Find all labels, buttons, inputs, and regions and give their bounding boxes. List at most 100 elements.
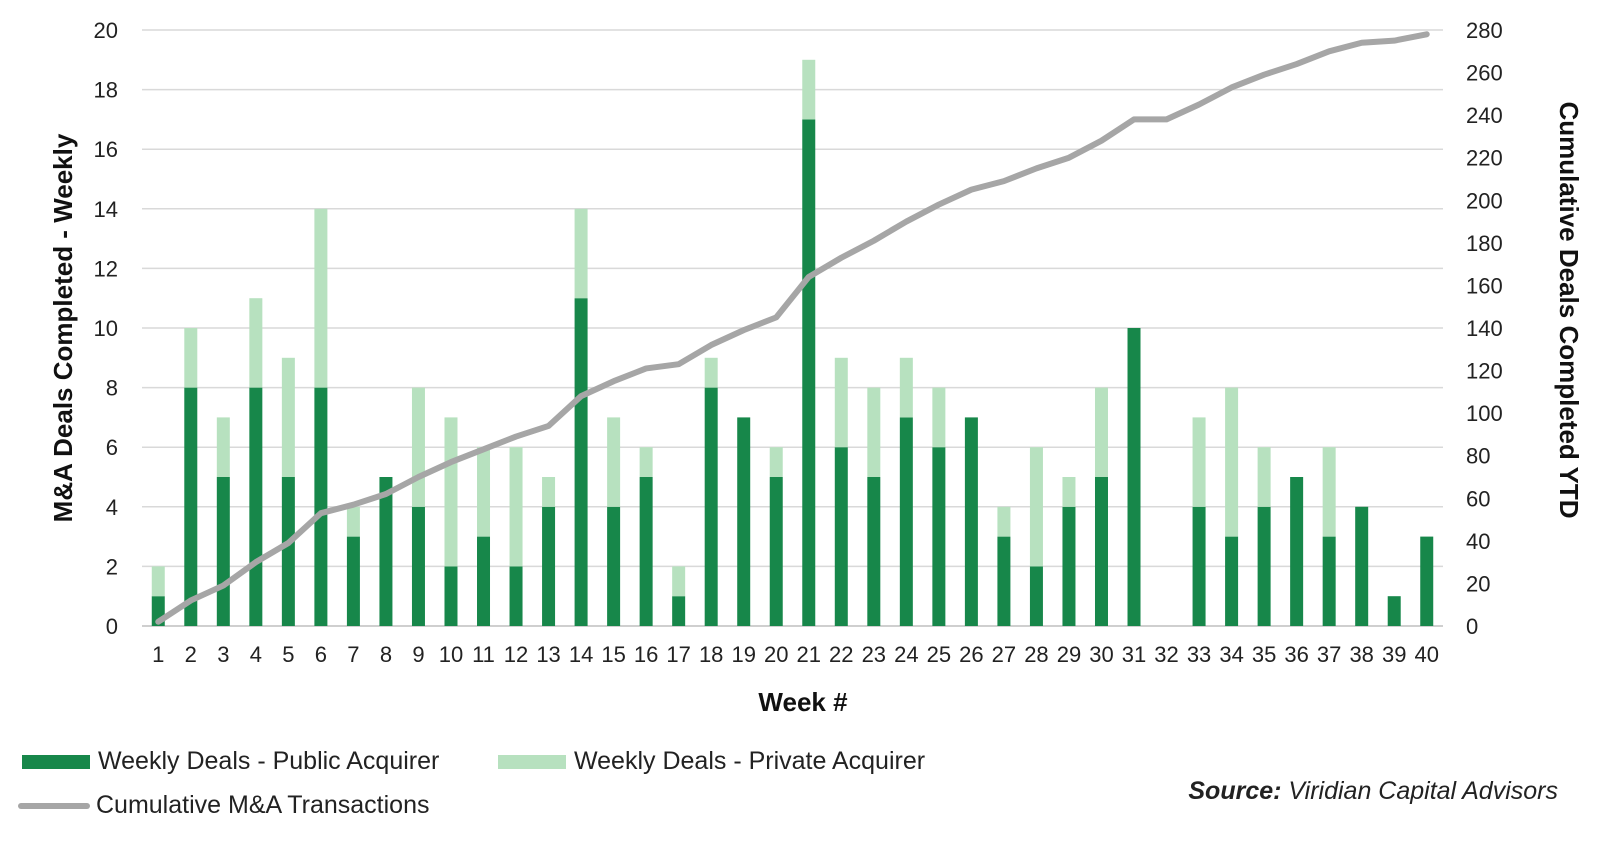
legend-swatch-private bbox=[498, 754, 566, 769]
y-tick-label: 2 bbox=[106, 554, 118, 579]
bar-private bbox=[1192, 417, 1206, 507]
x-tick-label: 18 bbox=[699, 642, 723, 667]
x-tick-label: 4 bbox=[250, 642, 262, 667]
bars-group bbox=[151, 59, 1434, 627]
y-tick-label: 18 bbox=[94, 78, 118, 103]
bar-private bbox=[1029, 447, 1043, 567]
bar-private bbox=[509, 447, 523, 567]
cumulative-line bbox=[155, 31, 1430, 625]
bar-public bbox=[737, 417, 751, 626]
y2-tick-label: 120 bbox=[1466, 359, 1503, 384]
x-tick-label: 22 bbox=[829, 642, 853, 667]
x-tick-label: 10 bbox=[439, 642, 463, 667]
x-tick-label: 23 bbox=[862, 642, 886, 667]
bar-private bbox=[1257, 447, 1271, 507]
bar-private bbox=[184, 328, 198, 388]
left-axis-ticks: 0 2 4 6 8 10 12 14 16 18 20 bbox=[94, 18, 118, 639]
legend-swatch-public bbox=[22, 754, 90, 769]
source-label: Source: bbox=[1188, 777, 1282, 805]
x-tick-label: 25 bbox=[927, 642, 951, 667]
x-tick-label: 32 bbox=[1154, 642, 1178, 667]
y2-tick-label: 80 bbox=[1466, 444, 1490, 469]
x-tick-label: 19 bbox=[731, 642, 755, 667]
bar-public bbox=[346, 536, 360, 626]
bar-private bbox=[346, 506, 360, 537]
bar-private bbox=[542, 477, 556, 507]
bar-public bbox=[1355, 506, 1369, 626]
x-tick-label: 37 bbox=[1317, 642, 1341, 667]
bar-private bbox=[1094, 387, 1108, 477]
x-tick-label: 8 bbox=[380, 642, 392, 667]
x-axis-ticks: 1 2 3 4 5 6 7 8 9 10 11 12 13 14 15 16 17 18 19 20 21 22 23 24 2… bbox=[152, 642, 1439, 667]
bar-public bbox=[1322, 536, 1336, 626]
y-tick-label: 4 bbox=[106, 495, 118, 520]
bar-public bbox=[281, 477, 295, 626]
bar-private bbox=[444, 417, 458, 567]
bar-private bbox=[151, 566, 165, 597]
bar-public bbox=[1290, 477, 1304, 626]
x-tick-label: 27 bbox=[992, 642, 1016, 667]
bar-private bbox=[802, 59, 816, 120]
bar-public bbox=[769, 477, 783, 626]
x-tick-label: 16 bbox=[634, 642, 658, 667]
source-text: Viridian Capital Advisors bbox=[1288, 777, 1558, 805]
legend-item-public: Weekly Deals - Public Acquirer bbox=[22, 747, 439, 776]
bar-private bbox=[314, 208, 328, 388]
x-tick-label: 28 bbox=[1024, 642, 1048, 667]
legend-item-cumulative: Cumulative M&A Transactions bbox=[18, 791, 429, 820]
y-tick-label: 14 bbox=[94, 197, 118, 222]
y-tick-label: 6 bbox=[106, 435, 118, 460]
y-tick-label: 0 bbox=[106, 614, 118, 639]
bar-private bbox=[769, 447, 783, 477]
y2-tick-label: 260 bbox=[1466, 61, 1503, 86]
y-tick-label: 20 bbox=[94, 18, 118, 43]
bar-public bbox=[509, 566, 523, 626]
bar-public bbox=[1062, 506, 1076, 626]
bar-private bbox=[1225, 387, 1239, 537]
x-tick-label: 15 bbox=[601, 642, 625, 667]
x-tick-label: 40 bbox=[1414, 642, 1438, 667]
x-axis-title: Week # bbox=[758, 687, 848, 717]
x-tick-label: 24 bbox=[894, 642, 918, 667]
right-axis-ticks: 0 20 40 60 80 100 120 140 160 180 200 220 240 260 280 bbox=[1466, 18, 1503, 639]
bar-private bbox=[672, 566, 686, 597]
bar-public bbox=[802, 119, 816, 627]
legend-item-private: Weekly Deals - Private Acquirer bbox=[498, 747, 925, 776]
bar-public bbox=[997, 536, 1011, 626]
x-tick-label: 29 bbox=[1057, 642, 1081, 667]
legend-label-private: Weekly Deals - Private Acquirer bbox=[574, 747, 926, 775]
y2-tick-label: 0 bbox=[1466, 614, 1478, 639]
bar-private bbox=[477, 447, 491, 537]
bar-public bbox=[867, 477, 881, 626]
bar-public bbox=[1387, 596, 1401, 626]
bar-public bbox=[1127, 328, 1141, 626]
bar-public bbox=[574, 298, 588, 626]
x-tick-label: 5 bbox=[282, 642, 294, 667]
y2-tick-label: 220 bbox=[1466, 146, 1503, 171]
y-tick-label: 10 bbox=[94, 316, 118, 341]
x-tick-label: 31 bbox=[1122, 642, 1146, 667]
x-tick-label: 20 bbox=[764, 642, 788, 667]
bar-public bbox=[249, 387, 263, 626]
legend-label-cumulative: Cumulative M&A Transactions bbox=[96, 791, 430, 819]
x-tick-label: 2 bbox=[185, 642, 197, 667]
x-tick-label: 21 bbox=[797, 642, 821, 667]
bar-public bbox=[314, 387, 328, 626]
y-tick-label: 12 bbox=[94, 256, 118, 281]
bar-public bbox=[964, 417, 978, 626]
bar-public bbox=[1029, 566, 1043, 626]
gridlines bbox=[142, 29, 1443, 627]
x-tick-label: 11 bbox=[472, 642, 495, 667]
x-tick-label: 1 bbox=[152, 642, 164, 667]
x-tick-label: 30 bbox=[1089, 642, 1113, 667]
bar-public bbox=[542, 506, 556, 626]
bar-public bbox=[1094, 477, 1108, 626]
bar-public bbox=[607, 506, 621, 626]
bar-public bbox=[1257, 506, 1271, 626]
cumulative-line-group bbox=[155, 31, 1430, 625]
bar-public bbox=[216, 477, 230, 626]
x-tick-label: 14 bbox=[569, 642, 593, 667]
y-tick-label: 16 bbox=[94, 137, 118, 162]
bar-private bbox=[216, 417, 230, 477]
x-tick-label: 26 bbox=[959, 642, 983, 667]
